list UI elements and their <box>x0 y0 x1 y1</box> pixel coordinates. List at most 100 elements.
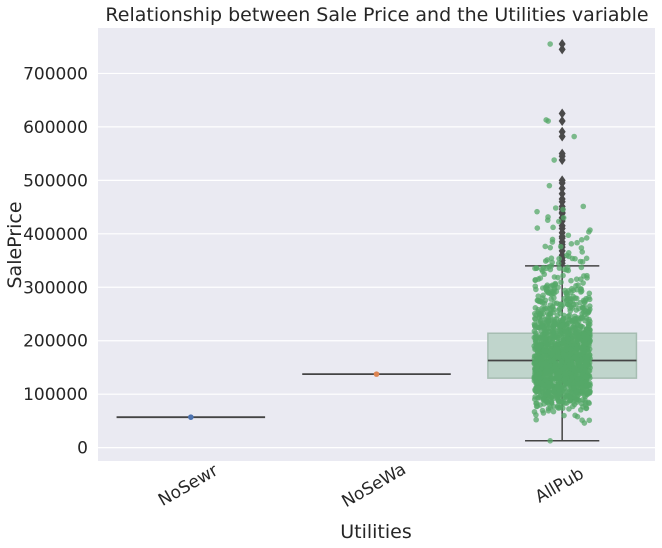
strip-point <box>581 387 587 393</box>
strip-point <box>566 406 572 412</box>
strip-point <box>557 310 564 317</box>
strip-point <box>541 271 548 278</box>
strip-point <box>542 258 549 264</box>
strip-point <box>559 405 566 412</box>
strip-point <box>586 417 593 424</box>
strip-point <box>567 305 573 311</box>
strip-point <box>551 295 557 301</box>
strip-point <box>538 322 545 329</box>
y-axis-ticks: 0 100000 200000 300000 400000 500000 600000 700… <box>23 64 88 458</box>
strip-point <box>547 336 554 342</box>
strip-point <box>556 218 562 225</box>
strip-point <box>566 317 573 323</box>
strip-point <box>573 276 580 282</box>
strip-point <box>568 240 575 247</box>
strip-point <box>551 358 557 364</box>
strip-point <box>578 380 585 386</box>
strip-point <box>547 370 554 377</box>
strip-point <box>551 321 557 328</box>
strip-point <box>579 417 585 423</box>
strip-point <box>548 400 555 406</box>
strip-point <box>548 255 555 262</box>
strip-point <box>547 437 553 444</box>
strip-point <box>576 397 582 403</box>
strip-point <box>546 182 553 189</box>
strip-point <box>546 312 552 318</box>
outlier-marker <box>558 126 566 137</box>
strip-point <box>583 295 589 302</box>
strip-point <box>585 399 592 406</box>
strip-point <box>560 206 566 213</box>
strip-point <box>577 299 583 306</box>
strip-point <box>540 410 547 416</box>
strip-point <box>556 374 563 380</box>
strip-point <box>544 217 551 223</box>
y-tick-label: 200000 <box>23 332 88 352</box>
y-tick-label: 500000 <box>23 171 88 191</box>
strip-point <box>580 404 586 410</box>
strip-point <box>586 367 593 374</box>
strip-point <box>565 232 572 239</box>
strip-point <box>539 335 546 341</box>
strip-point <box>544 399 551 406</box>
strip-point <box>548 341 554 347</box>
strip-point <box>574 337 580 344</box>
strip-point <box>534 225 541 231</box>
outlier-marker <box>558 108 566 119</box>
outlier-marker <box>558 194 566 205</box>
strip-point <box>533 416 539 423</box>
strip-point <box>571 385 577 391</box>
strip-point <box>531 355 538 362</box>
strip-point <box>560 301 567 308</box>
strip-point <box>556 386 562 392</box>
strip-point <box>543 117 549 123</box>
strip-point <box>579 304 586 311</box>
strip-point <box>532 305 539 311</box>
strip-point <box>562 370 569 377</box>
strip-point <box>555 397 562 404</box>
strip-point <box>188 414 194 420</box>
strip-point <box>580 203 587 210</box>
strip-point <box>532 330 539 336</box>
strip-point <box>555 260 562 267</box>
strip-point <box>571 326 578 333</box>
strip-point <box>532 315 538 322</box>
strip-point <box>586 316 592 323</box>
strip-point <box>586 290 593 297</box>
strip-point <box>552 340 559 347</box>
x-tick-label: AllPub <box>532 464 588 508</box>
strip-point <box>560 344 566 351</box>
strip-point <box>554 404 561 411</box>
strip-point <box>573 345 580 352</box>
strip-point <box>572 412 578 419</box>
strip-point <box>556 255 562 262</box>
strip-point <box>535 293 542 299</box>
strip-point <box>533 403 540 410</box>
strip-point <box>543 265 550 272</box>
strip-point <box>572 392 578 398</box>
strip-point <box>581 348 587 355</box>
strip-point <box>583 373 589 380</box>
strip-point <box>542 347 549 354</box>
y-tick-label: 100000 <box>23 385 88 405</box>
strip-point <box>563 353 570 360</box>
strip-point <box>550 408 557 415</box>
strip-point <box>373 371 380 377</box>
x-axis-ticks: NoSewr NoSeWa AllPub <box>155 459 587 512</box>
strip-point <box>560 214 567 221</box>
strip-point <box>573 301 579 308</box>
strip-point <box>542 377 549 383</box>
strip-point <box>554 353 561 360</box>
strip-point <box>583 235 590 241</box>
strip-point <box>549 259 555 266</box>
strip-point <box>556 305 563 312</box>
x-tick-label: NoSewr <box>155 461 222 511</box>
strip-point <box>551 389 558 396</box>
strip-point <box>574 375 581 382</box>
strip-point <box>555 284 561 291</box>
strip-point <box>562 394 569 401</box>
strip-point <box>539 381 546 388</box>
outlier-marker <box>558 188 566 199</box>
strip-point <box>565 253 572 260</box>
strip-point <box>549 303 556 310</box>
